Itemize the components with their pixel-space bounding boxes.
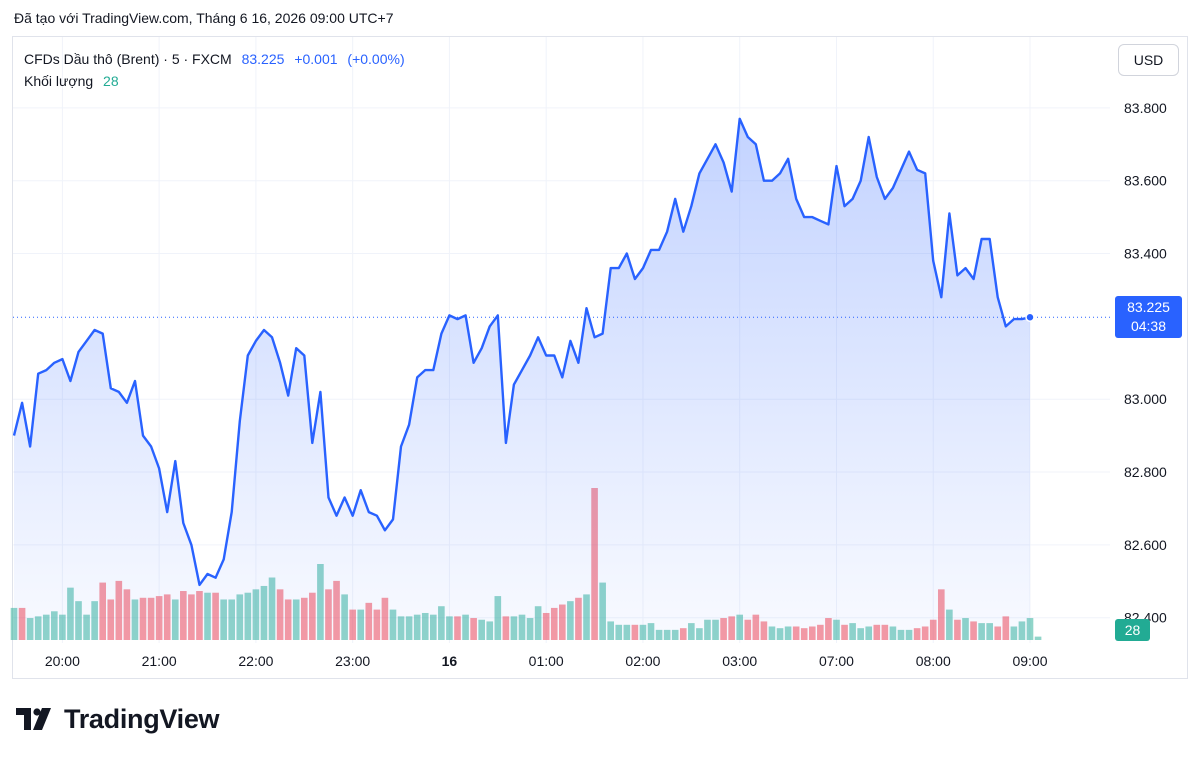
currency-button[interactable]: USD — [1118, 44, 1179, 76]
volume-label-tag: 28 — [1115, 619, 1150, 641]
time-axis-label: 21:00 — [142, 653, 177, 669]
legend-row-volume: Khối lượng 28 — [24, 70, 405, 92]
price-axis[interactable]: 83.80083.60083.40083.00082.80082.60082.4… — [1124, 100, 1167, 626]
symbol-title[interactable]: CFDs Dầu thô (Brent) · 5 · FXCM — [24, 51, 232, 67]
legend-row-price: CFDs Dầu thô (Brent) · 5 · FXCM 83.225 +… — [24, 48, 405, 70]
price-axis-label: 82.800 — [1124, 464, 1167, 480]
chart-caption: Đã tạo với TradingView.com, Tháng 6 16, … — [14, 10, 394, 26]
price-axis-label: 83.800 — [1124, 100, 1167, 116]
bar-countdown: 04:38 — [1130, 318, 1167, 334]
time-axis-label: 03:00 — [722, 653, 757, 669]
volume-label[interactable]: Khối lượng — [24, 73, 94, 89]
price-axis-label: 82.600 — [1124, 537, 1167, 553]
brand-name: TradingView — [64, 703, 220, 734]
time-axis-label: 08:00 — [916, 653, 951, 669]
price-change: +0.001 — [294, 51, 338, 67]
price-axis-label: 83.600 — [1124, 173, 1167, 189]
chart-legend: CFDs Dầu thô (Brent) · 5 · FXCM 83.225 +… — [24, 48, 405, 92]
time-axis-label: 22:00 — [238, 653, 273, 669]
price-axis-label: 83.000 — [1124, 391, 1167, 407]
time-axis-label: 07:00 — [819, 653, 854, 669]
price-change-pct: (+0.00%) — [347, 51, 405, 67]
price-area — [14, 118, 1030, 641]
price-line — [12, 117, 1031, 587]
price-axis-label: 83.400 — [1124, 246, 1167, 262]
tradingview-logo-icon — [16, 708, 51, 730]
time-axis[interactable]: 20:00 21:00 22:00 23:00 16 01:00 02:00 03:00 07:… — [45, 653, 1048, 669]
tradingview-logo[interactable]: TradingView — [16, 703, 220, 735]
time-axis-label: 16 — [442, 653, 458, 669]
time-axis-label: 09:00 — [1012, 653, 1047, 669]
time-axis-label: 23:00 — [335, 653, 370, 669]
last-price-dot — [1025, 312, 1035, 323]
volume-bar — [1034, 636, 1042, 640]
volume-value: 28 — [103, 73, 119, 89]
last-price: 83.225 — [241, 51, 285, 67]
time-axis-label: 20:00 — [45, 653, 80, 669]
volume-bar — [10, 607, 18, 640]
time-axis-label: 01:00 — [529, 653, 564, 669]
time-axis-label: 02:00 — [625, 653, 660, 669]
last-price-tag-value: 83.225 — [1127, 299, 1170, 315]
last-price-label: 83.225 04:38 — [1115, 296, 1182, 338]
